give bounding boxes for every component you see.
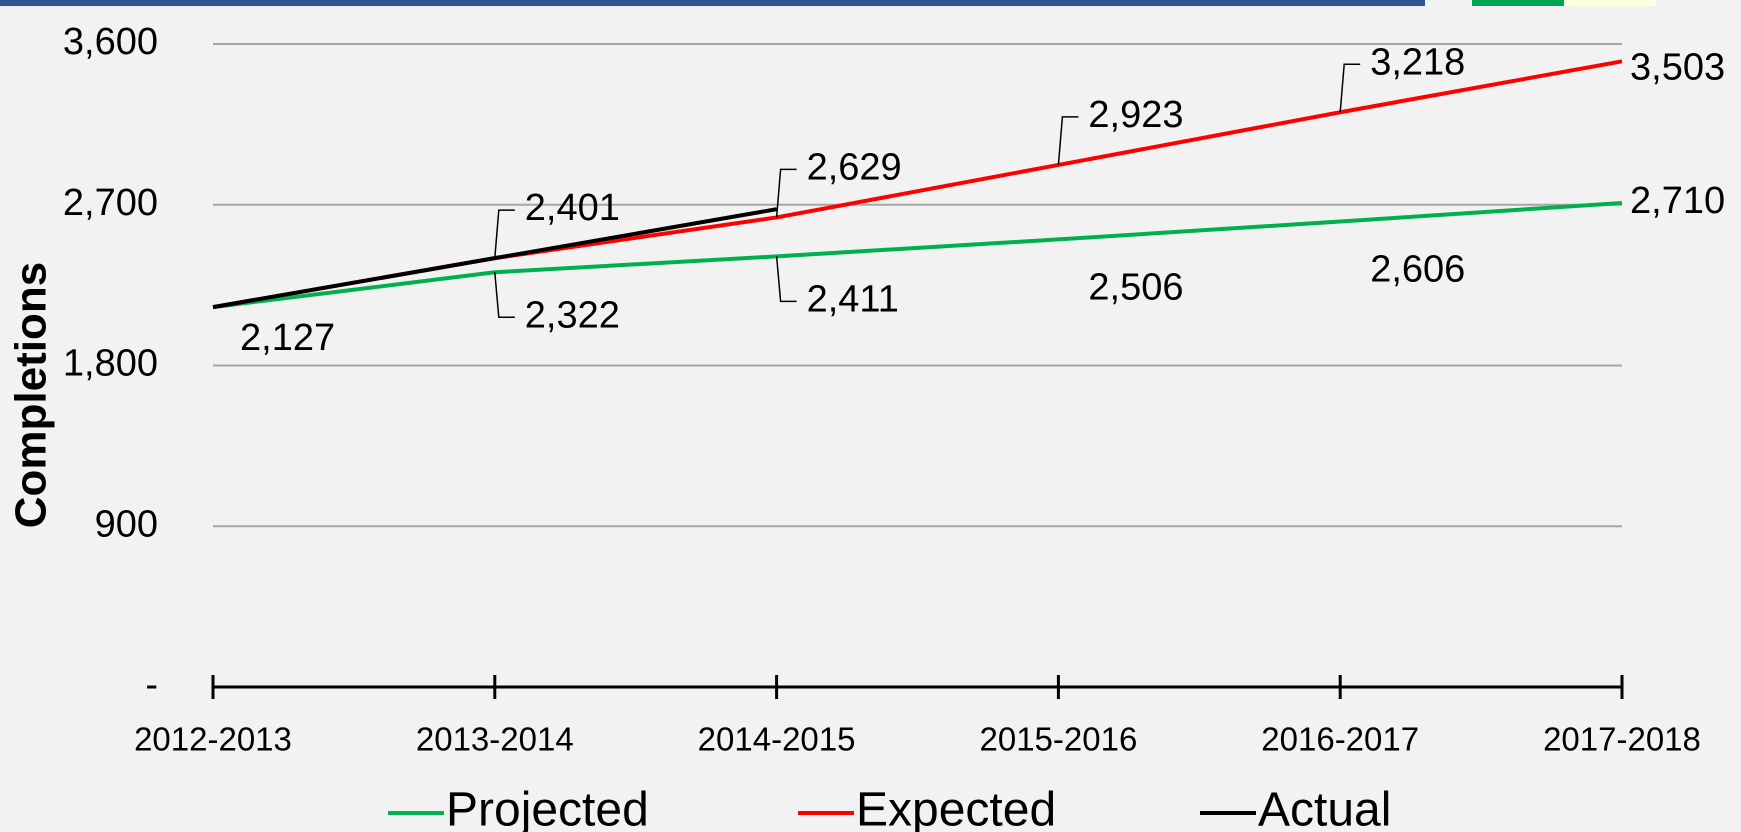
x-tick-label: 2015-2016 [979, 721, 1137, 758]
leader-line [1339, 63, 1361, 113]
y-axis-title: Completions [7, 262, 56, 528]
top-bar [0, 0, 1425, 6]
leader-line [1057, 116, 1079, 165]
data-label: 2,411 [807, 278, 899, 320]
leader-line [775, 168, 797, 218]
data-label: 3,218 [1370, 41, 1465, 83]
x-tick-label: 2012-2013 [134, 721, 292, 758]
legend-label: Projected [446, 784, 649, 832]
data-label: 2,710 [1630, 180, 1725, 222]
x-tick-label: 2016-2017 [1261, 721, 1419, 758]
series-line [212, 207, 777, 310]
data-label: 2,629 [807, 146, 902, 188]
y-tick-label: 3,600 [63, 21, 158, 63]
data-label: 2,923 [1088, 94, 1183, 136]
leader-line [494, 209, 515, 259]
data-label: 2,606 [1370, 249, 1465, 291]
top-tab [1566, 0, 1656, 6]
series-line [212, 200, 1623, 310]
top-tab [1472, 0, 1564, 6]
y-tick-label: 900 [95, 503, 158, 545]
data-label: 2,506 [1088, 266, 1183, 308]
data-label: 2,127 [240, 317, 335, 359]
leader-line [775, 256, 797, 303]
y-tick-label: 1,800 [63, 343, 158, 385]
x-tick-label: 2014-2015 [698, 721, 856, 758]
legend-label: Expected [856, 784, 1056, 832]
data-label: 2,401 [525, 187, 620, 229]
x-tick-label: 2017-2018 [1543, 721, 1701, 758]
y-tick-label: 2,700 [63, 182, 158, 224]
y-tick-label: - [145, 664, 158, 706]
data-label: 2,322 [525, 294, 620, 336]
data-label: 3,503 [1630, 46, 1725, 88]
leader-line [494, 272, 515, 319]
legend-label: Actual [1258, 784, 1391, 832]
x-tick-label: 2013-2014 [416, 721, 574, 758]
